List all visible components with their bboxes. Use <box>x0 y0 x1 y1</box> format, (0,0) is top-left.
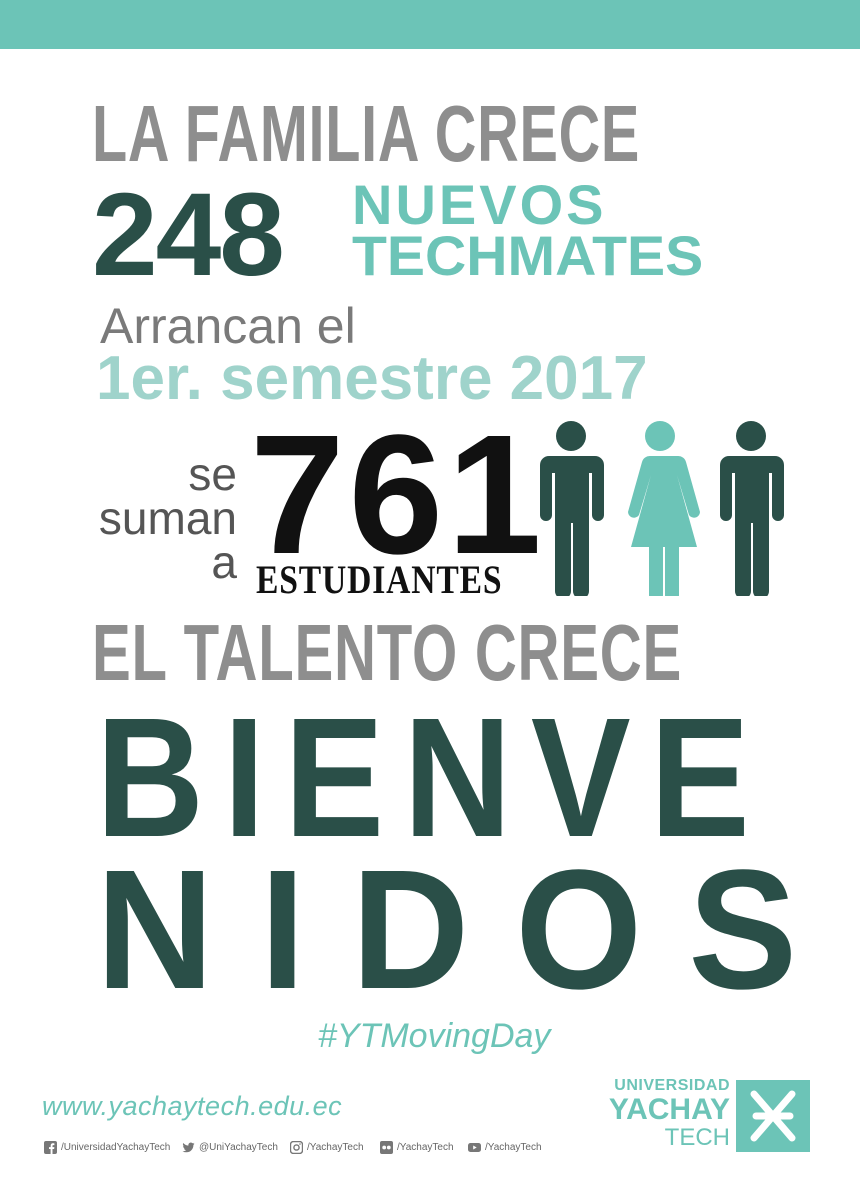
youtube-icon <box>468 1143 481 1152</box>
estudiantes-label: ESTUDIANTES <box>256 557 503 602</box>
woman-icon <box>628 421 700 596</box>
facebook-icon <box>44 1141 57 1154</box>
social-label: /UniversidadYachayTech <box>61 1142 171 1153</box>
social-twitter[interactable]: @UniYachayTech <box>182 1141 278 1154</box>
website-link[interactable]: www.yachaytech.edu.ec <box>42 1091 343 1121</box>
social-flickr[interactable]: /YachayTech <box>380 1141 454 1154</box>
headline-familia: LA FAMILIA CRECE <box>92 89 641 178</box>
bienvenidos-line1: BIENVE <box>96 683 770 873</box>
logo-line3: TECH <box>664 1124 730 1151</box>
nuevos-label: NUEVOS <box>352 173 607 236</box>
bienvenidos-line2: NIDOS <box>96 835 844 1025</box>
logo-line2: YACHAY <box>608 1093 730 1126</box>
social-label: /YachayTech <box>397 1142 454 1153</box>
headline-talento: EL TALENTO CRECE <box>92 608 683 697</box>
techmates-label: TECHMATES <box>352 224 704 287</box>
top-banner <box>0 0 860 49</box>
social-label: /YachayTech <box>307 1142 364 1153</box>
total-students-count: 761 <box>250 400 546 590</box>
university-logo-icon[interactable] <box>736 1080 810 1152</box>
se-text: se <box>188 448 237 500</box>
yachay-mark-icon <box>750 1090 796 1142</box>
flickr-icon <box>380 1141 393 1154</box>
semestre-text: 1er. semestre 2017 <box>96 344 648 413</box>
arrancan-text: Arrancan el <box>100 298 356 354</box>
people-icons <box>540 421 784 596</box>
social-facebook[interactable]: /UniversidadYachayTech <box>44 1141 170 1154</box>
social-label: /YachayTech <box>485 1142 542 1153</box>
hashtag[interactable]: #YTMovingDay <box>318 1017 551 1055</box>
a-text: a <box>211 536 237 588</box>
university-logo-text[interactable]: UNIVERSIDAD YACHAY TECH <box>590 1077 730 1151</box>
new-students-count: 248 <box>92 169 285 301</box>
man-icon <box>540 421 604 596</box>
social-label: @UniYachayTech <box>199 1142 278 1153</box>
social-instagram[interactable]: /YachayTech <box>290 1141 364 1154</box>
twitter-icon <box>182 1142 195 1153</box>
man-icon <box>720 421 784 596</box>
social-youtube[interactable]: /YachayTech <box>468 1141 542 1154</box>
logo-line1: UNIVERSIDAD <box>614 1077 730 1094</box>
instagram-icon <box>290 1141 303 1154</box>
suman-text: suman <box>98 492 237 544</box>
